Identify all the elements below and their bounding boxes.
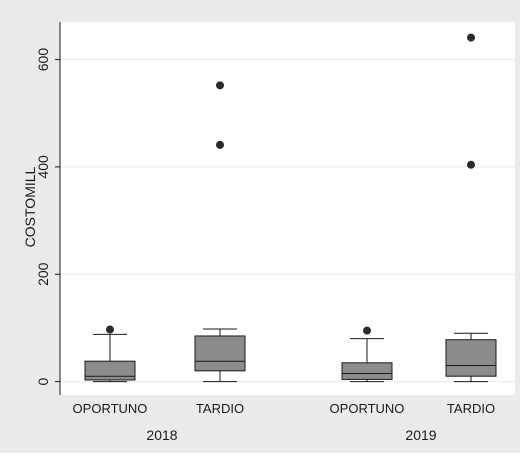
y-axis-label: COSTOMILL	[22, 166, 38, 247]
box	[445, 339, 497, 377]
y-tick-label: 0	[35, 377, 51, 385]
axes: 0 200 400 600 OPORTUNO TARDIO 2018 OPORTUNO TARD…	[35, 22, 495, 443]
x-category-label: TARDIO	[447, 401, 495, 416]
box	[84, 360, 136, 381]
y-tick-label: 400	[35, 155, 51, 179]
outlier-point	[467, 160, 475, 169]
boxes	[84, 33, 497, 383]
outlier-point	[216, 140, 224, 149]
outlier-point	[467, 33, 475, 42]
y-tick-label: 600	[35, 48, 51, 72]
outlier-point	[363, 326, 371, 335]
box	[194, 335, 246, 372]
x-group-label: 2019	[405, 427, 436, 443]
plot-area	[60, 22, 515, 395]
outlier-point	[106, 325, 114, 334]
x-category-label: OPORTUNO	[73, 401, 148, 416]
gridlines	[60, 59, 515, 383]
y-tick-label: 200	[35, 262, 51, 286]
x-group-label: 2018	[146, 427, 177, 443]
x-category-label: OPORTUNO	[330, 401, 405, 416]
box	[341, 362, 393, 380]
x-category-label: TARDIO	[196, 401, 244, 416]
outlier-point	[216, 81, 224, 90]
